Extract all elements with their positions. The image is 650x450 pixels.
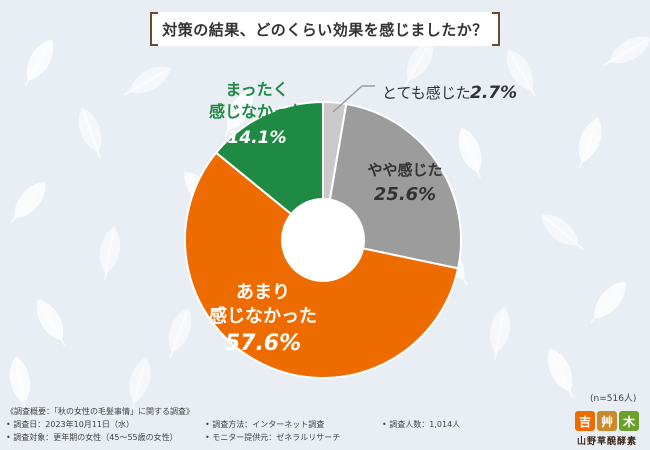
logo-icon-2: 艸: [597, 411, 617, 431]
leaf-decoration: [506, 49, 536, 97]
chart-title: 対策の結果、どのくらい効果を感じましたか？: [162, 20, 488, 39]
slice-label-2: 感じなかった: [209, 305, 317, 327]
logo-icon-1: 吉: [575, 411, 595, 431]
slice-label-1: やや感じた: [367, 161, 442, 179]
sample-size-note: (n=516人): [590, 394, 637, 404]
brand-logo: 吉 艸 木 山野草醗酵素: [568, 411, 646, 447]
brand-name: 山野草醗酵素: [576, 437, 637, 447]
logo-icon-3: 木: [619, 411, 639, 431]
donut-chart: とても感じた 2.7%やや感じた25.6%あまり感じなかった57.6%まったく感じ…: [184, 80, 517, 379]
survey-provider: • モニター提供元：ゼネラルリサーチ: [205, 433, 341, 442]
leaf-decoration: [24, 39, 54, 87]
slice-value-3: 14.1%: [228, 128, 287, 148]
leaf-decoration: [578, 117, 602, 169]
leaf-decoration: [458, 127, 482, 179]
slice-value-1: 25.6%: [374, 184, 436, 205]
leaf-decoration: [589, 281, 626, 324]
leaf-decoration: [129, 356, 151, 410]
slice-2: [184, 151, 460, 379]
leaf-decoration: [224, 89, 254, 137]
leaf-decoration: [123, 66, 171, 96]
leaf-decoration: [99, 226, 121, 280]
leaf-decoration: [404, 39, 434, 87]
leaf-decoration: [603, 36, 650, 66]
survey-footer: 《調査概要：「秋の女性の毛髪事情」に関する調査》 • 調査日：2023年10月1…: [0, 400, 650, 450]
slice-value-2: 57.6%: [225, 331, 301, 356]
survey-target: • 調査対象：更年期の女性（45～55歳の女性）: [6, 433, 178, 442]
leaf-decoration: [78, 107, 102, 159]
survey-summary: 《調査概要：「秋の女性の毛髪事情」に関する調査》: [6, 407, 194, 416]
leaf-decoration: [489, 306, 511, 360]
leader-line: [332, 85, 375, 113]
survey-date: • 調査日：2023年10月11日（水）: [6, 420, 134, 429]
slice-label-3: まったく: [225, 80, 288, 99]
slice-3: [214, 100, 324, 216]
survey-method: • 調査方法：インターネット調査: [205, 420, 325, 429]
title-box: 対策の結果、どのくらい効果を感じましたか？: [150, 12, 500, 46]
leaf-decoration: [9, 356, 31, 410]
slice-label-0: とても感じた: [382, 84, 471, 102]
slice-1: [328, 102, 462, 270]
leaf-decoration: [168, 307, 192, 359]
leaf-decoration: [541, 214, 584, 251]
slice-value-0: 2.7%: [470, 83, 517, 103]
survey-count: • 調査人数：1,014人: [382, 420, 461, 429]
slice-label-3: 感じなかった: [209, 102, 305, 121]
leaf-decoration: [547, 348, 574, 398]
leaf-decoration: [9, 181, 46, 224]
leaf-decoration: [36, 299, 66, 347]
donut-hole: [283, 200, 363, 280]
slice-label-2: あまり: [236, 282, 290, 303]
